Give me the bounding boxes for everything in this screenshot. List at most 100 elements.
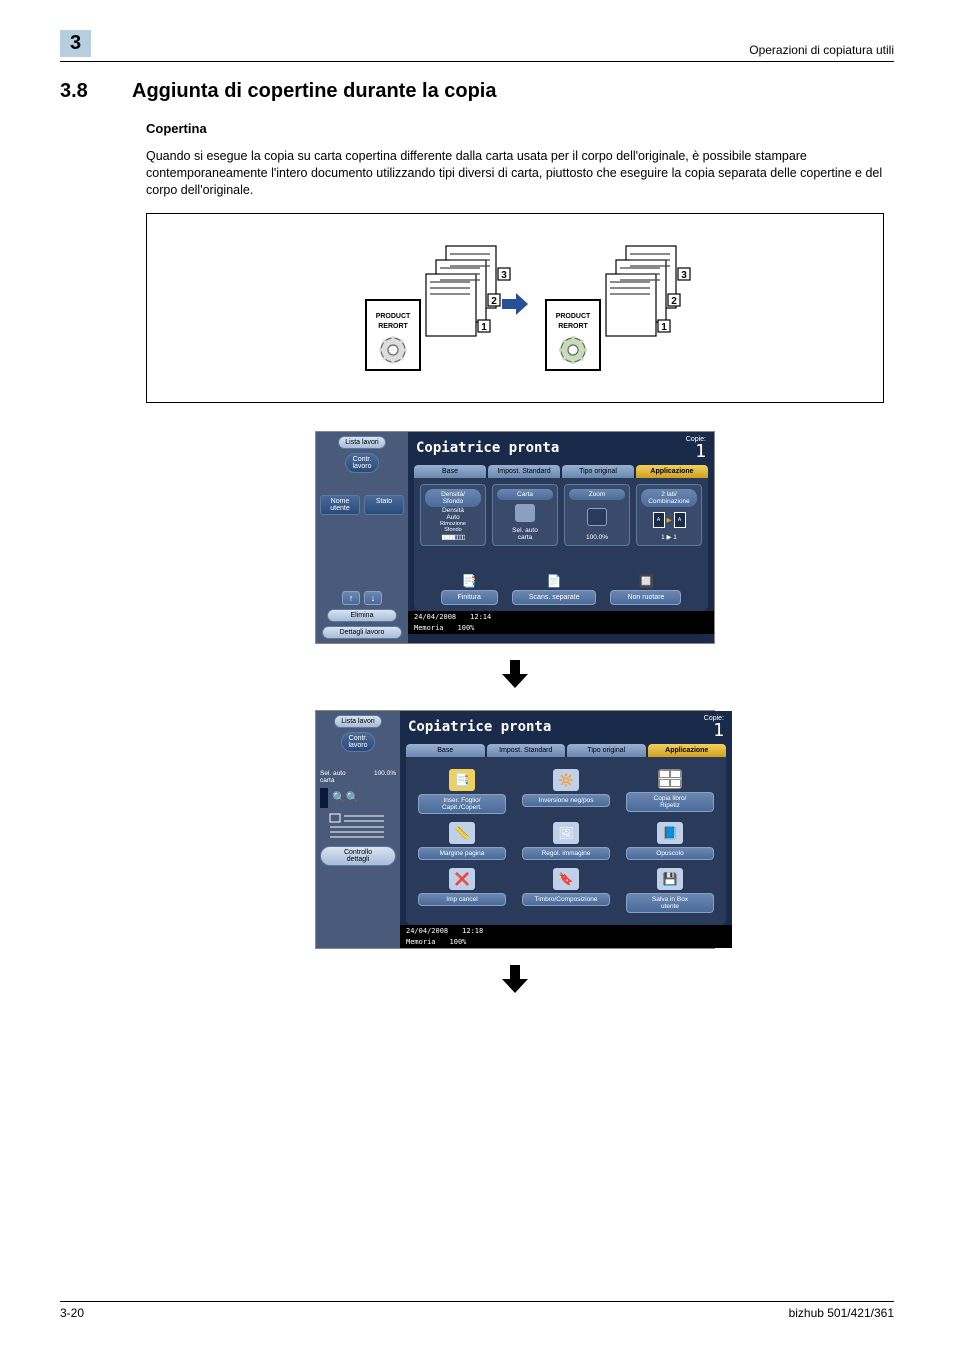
chapter-badge: 3 bbox=[60, 30, 91, 57]
footer-mem-val: 100% bbox=[450, 938, 467, 946]
diagram-stack-right: 3 2 1 PRODUCT RERORT bbox=[540, 238, 670, 378]
copia-libro-icon: AAAA bbox=[658, 769, 682, 789]
breadcrumb: Operazioni di copiatura utili bbox=[749, 43, 894, 57]
panel-lati-title: 2 lati/ Combinazione bbox=[641, 489, 697, 507]
copia-libro-button[interactable]: Copia libro/ Ripetiz bbox=[626, 792, 714, 812]
duplex-icon: A▶A bbox=[653, 512, 686, 528]
dettagli-lavoro-button[interactable]: Dettagli lavoro bbox=[322, 626, 402, 639]
elimina-button[interactable]: Elimina bbox=[327, 609, 397, 622]
svg-text:2: 2 bbox=[671, 296, 677, 307]
printer-screen-base: Lista lavori Contr. lavoro Nome utente S… bbox=[315, 431, 715, 644]
auto-label: Auto bbox=[446, 514, 459, 521]
product-name: bizhub 501/421/361 bbox=[789, 1306, 894, 1320]
tray-icon bbox=[515, 504, 535, 522]
copie-display: Copie: 1 bbox=[704, 715, 724, 740]
panel-densita-title: Densità/ Sfondo bbox=[425, 489, 481, 507]
doc-icon bbox=[320, 788, 328, 808]
svg-text:PRODUCT: PRODUCT bbox=[376, 313, 411, 320]
nav-down-button[interactable]: ↓ bbox=[364, 591, 382, 605]
copie-value: 1 bbox=[704, 722, 724, 740]
footer-memoria: Memoria bbox=[406, 938, 436, 946]
panel-zoom[interactable]: Zoom 100.0% bbox=[564, 484, 630, 546]
footer-time: 12:18 bbox=[462, 927, 483, 935]
tab-applicazione[interactable]: Applicazione bbox=[636, 465, 708, 478]
scans-separate-button[interactable]: Scans. separate bbox=[512, 590, 597, 605]
tab-base[interactable]: Base bbox=[414, 465, 486, 478]
panel-2lati[interactable]: 2 lati/ Combinazione A▶A 1 ▶ 1 bbox=[636, 484, 702, 546]
contr-lavoro-button[interactable]: Contr. lavoro bbox=[341, 732, 374, 752]
inser-foglio-button[interactable]: Inser. Foglio/ Capit./Copert. bbox=[418, 794, 506, 814]
screen-title: Copiatrice pronta bbox=[416, 440, 559, 456]
panel-carta[interactable]: Carta Sel. auto carta bbox=[492, 484, 558, 546]
mini-layout-icon bbox=[328, 812, 388, 842]
panel-zoom-title: Zoom bbox=[569, 489, 625, 500]
stato-header: Stato bbox=[364, 495, 404, 515]
timbro-button[interactable]: Timbro/Composizione bbox=[522, 893, 610, 906]
svg-text:RERORT: RERORT bbox=[378, 323, 408, 330]
salva-box-icon: 💾 bbox=[657, 868, 683, 890]
finitura-icon: 📑 bbox=[462, 574, 477, 588]
arrow-down-icon bbox=[500, 658, 530, 696]
tab-impost-standard[interactable]: Impost. Standard bbox=[487, 744, 566, 757]
copie-value: 1 bbox=[686, 443, 706, 461]
tab-tipo-original[interactable]: Tipo original bbox=[567, 744, 646, 757]
inser-foglio-icon: 📑 bbox=[449, 769, 475, 791]
sidebar: Lista lavori Contr. lavoro Sel. auto car… bbox=[316, 711, 400, 948]
scans-icon: 📄 bbox=[547, 574, 562, 588]
densita-label: Densità bbox=[442, 507, 464, 514]
footer-time: 12:14 bbox=[470, 613, 491, 621]
non-ruotare-icon: 🔲 bbox=[638, 574, 653, 588]
zoom-box-icon bbox=[587, 508, 607, 526]
sel-auto-carta-label: Sel. auto carta bbox=[512, 527, 538, 541]
salva-box-button[interactable]: Salva in Box utente bbox=[626, 893, 714, 913]
opuscolo-icon: 📘 bbox=[657, 822, 683, 844]
tab-row: Base Impost. Standard Tipo original Appl… bbox=[400, 744, 732, 757]
screen-title: Copiatrice pronta bbox=[408, 719, 551, 735]
rimozione-label: Rimozione Sfondo bbox=[440, 521, 466, 533]
controllo-dettagli-button[interactable]: Controllo dettagli bbox=[320, 846, 396, 866]
page-footer: 3-20 bizhub 501/421/361 bbox=[60, 1301, 894, 1320]
section-heading: 3.8 Aggiunta di copertine durante la cop… bbox=[60, 80, 894, 103]
tab-tipo-original[interactable]: Tipo original bbox=[562, 465, 634, 478]
margine-icon: 📏 bbox=[449, 822, 475, 844]
section-title: Aggiunta di copertine durante la copia bbox=[132, 80, 496, 103]
non-ruotare-button[interactable]: Non ruotare bbox=[610, 590, 681, 605]
printer-screen-applicazione: Lista lavori Contr. lavoro Sel. auto car… bbox=[315, 710, 715, 949]
contr-lavoro-button[interactable]: Contr. lavoro bbox=[345, 453, 378, 473]
status-bar-2: Memoria 100% bbox=[408, 622, 714, 634]
tab-applicazione[interactable]: Applicazione bbox=[648, 744, 727, 757]
tab-base[interactable]: Base bbox=[406, 744, 485, 757]
footer-mem-val: 100% bbox=[458, 624, 475, 632]
zoom-label: 100.0% bbox=[350, 770, 396, 784]
body-paragraph: Quando si esegue la copia su carta coper… bbox=[146, 148, 884, 199]
tab-impost-standard[interactable]: Impost. Standard bbox=[488, 465, 560, 478]
status-bar-2: Memoria 100% bbox=[400, 936, 732, 948]
svg-text:1: 1 bbox=[661, 322, 667, 333]
copie-display: Copie: 1 bbox=[686, 436, 706, 461]
imp-cancel-button[interactable]: Imp cancel bbox=[418, 893, 506, 906]
section-number: 3.8 bbox=[60, 80, 104, 103]
opuscolo-button[interactable]: Opuscolo bbox=[626, 847, 714, 860]
lati-value: 1 ▶ 1 bbox=[661, 533, 677, 541]
svg-text:2: 2 bbox=[491, 296, 497, 307]
inversione-button[interactable]: Inversione neg/pos bbox=[522, 794, 610, 807]
sel-auto-label: Sel. auto carta bbox=[320, 770, 346, 784]
imp-cancel-icon: ❌ bbox=[449, 868, 475, 890]
panel-densita[interactable]: Densità/ Sfondo Densità Auto Rimozione S… bbox=[420, 484, 486, 546]
finitura-button[interactable]: Finitura bbox=[441, 590, 498, 605]
zoom-value: 100.0% bbox=[586, 534, 608, 541]
lista-lavori-button[interactable]: Lista lavori bbox=[338, 436, 385, 449]
nav-up-button[interactable]: ↑ bbox=[342, 591, 360, 605]
svg-text:RERORT: RERORT bbox=[558, 323, 588, 330]
lista-lavori-button[interactable]: Lista lavori bbox=[334, 715, 381, 728]
search-icon: 🔍🔍 bbox=[332, 791, 359, 804]
svg-text:PRODUCT: PRODUCT bbox=[556, 313, 591, 320]
timbro-icon: 🔖 bbox=[553, 868, 579, 890]
subheading: Copertina bbox=[146, 121, 894, 136]
page-number: 3-20 bbox=[60, 1306, 84, 1320]
diagram-stack-left: 3 2 1 PRODUCT RERORT bbox=[360, 238, 490, 378]
margine-pagina-button[interactable]: Margine pagina bbox=[418, 847, 506, 860]
sidebar: Lista lavori Contr. lavoro Nome utente S… bbox=[316, 432, 408, 643]
inversione-icon: 🔆 bbox=[553, 769, 579, 791]
regol-immagine-button[interactable]: Regol. immagine bbox=[522, 847, 610, 860]
